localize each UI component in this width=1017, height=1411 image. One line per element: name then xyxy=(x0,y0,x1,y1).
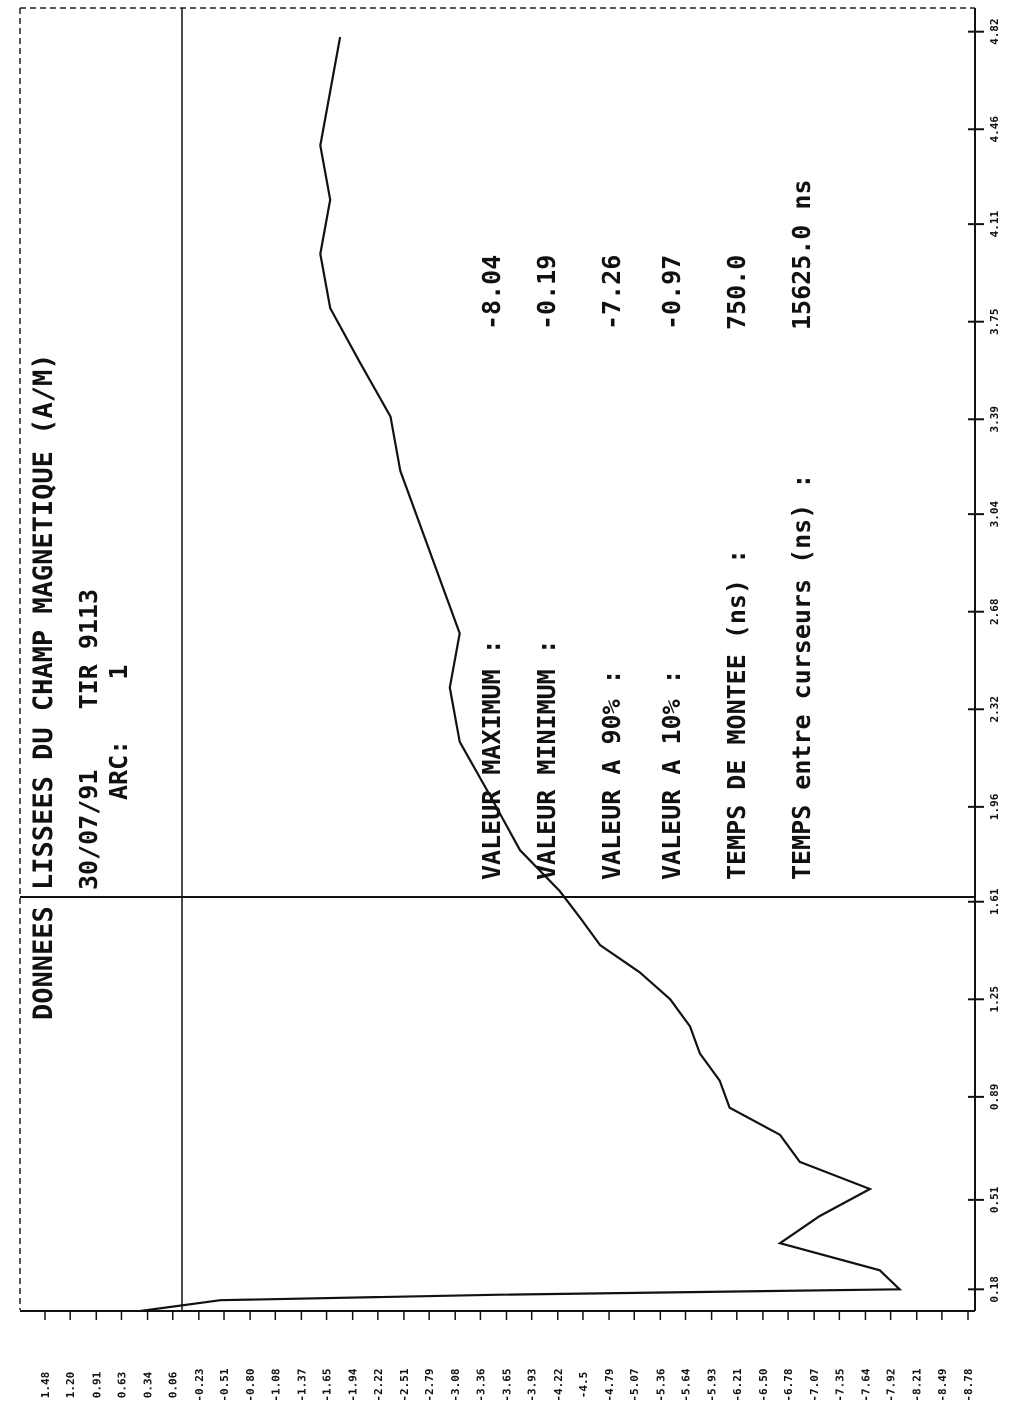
readout-label: VALEUR A 10% : xyxy=(657,669,686,880)
y-tick-label: 1.20 xyxy=(64,1372,77,1399)
y-tick-label: 0.34 xyxy=(142,1371,155,1398)
y-tick-label: -7.07 xyxy=(808,1368,821,1401)
y-tick-label: -3.93 xyxy=(526,1368,539,1401)
y-tick-label: -8.49 xyxy=(936,1368,949,1401)
y-tick-label: -5.36 xyxy=(654,1368,667,1401)
readout-label: TEMPS DE MONTEE (ns) : xyxy=(722,549,751,880)
y-tick-label: -1.37 xyxy=(295,1368,308,1401)
readout-value: -0.19 xyxy=(532,255,561,330)
x-tick-label: 2.32 xyxy=(988,696,1001,723)
x-tick-label: 4.46 xyxy=(988,116,1001,143)
readout-label: VALEUR MINIMUM : xyxy=(532,639,561,880)
y-tick-label: -5.07 xyxy=(628,1368,641,1401)
date-shot: 30/07/91 TIR 9113 xyxy=(74,589,103,890)
y-tick-label: 1.48 xyxy=(39,1372,52,1399)
y-tick-label: -2.79 xyxy=(423,1368,436,1401)
readout-label: VALEUR MAXIMUM : xyxy=(477,639,506,880)
x-tick-label: 4.82 xyxy=(988,18,1001,45)
arc: ARC: 1 xyxy=(104,665,133,800)
y-tick-label: -5.93 xyxy=(706,1368,719,1401)
x-tick-label: 1.96 xyxy=(988,793,1001,820)
y-tick-label: -2.51 xyxy=(398,1368,411,1401)
readout-label: TEMPS entre curseurs (ns) : xyxy=(787,474,816,880)
y-tick-label: -0.51 xyxy=(218,1368,231,1401)
x-tick-label: 0.18 xyxy=(988,1276,1001,1303)
y-tick-label: -4.22 xyxy=(552,1368,565,1401)
x-tick-label: 3.04 xyxy=(988,501,1001,528)
x-tick-label: 3.75 xyxy=(988,308,1001,335)
y-tick-label: -7.92 xyxy=(885,1368,898,1401)
x-tick-label: 0.51 xyxy=(988,1186,1001,1213)
y-tick-label: -8.21 xyxy=(911,1368,924,1401)
x-tick-label: 1.61 xyxy=(988,888,1001,915)
readout-value: 750.0 xyxy=(722,255,751,330)
y-tick-label: -1.94 xyxy=(347,1368,360,1401)
readout-value: -8.04 xyxy=(477,255,506,330)
readout-value: -7.26 xyxy=(597,255,626,330)
y-tick-label: -7.64 xyxy=(859,1368,872,1401)
x-tick-label: 2.68 xyxy=(988,598,1001,625)
chart-title: DONNEES LISSEES DU CHAMP MAGNETIQUE (A/M… xyxy=(28,354,59,1020)
y-tick-label: -4.5 xyxy=(577,1372,590,1399)
readout-value: -0.97 xyxy=(657,255,686,330)
y-tick-label: 0.63 xyxy=(115,1372,128,1399)
y-tick-label: -4.79 xyxy=(603,1368,616,1401)
y-tick-label: -0.23 xyxy=(193,1368,206,1401)
y-tick-label: -8.78 xyxy=(962,1368,975,1401)
y-tick-label: -1.08 xyxy=(269,1368,282,1401)
y-tick-label: -2.22 xyxy=(372,1368,385,1401)
y-tick-label: -5.64 xyxy=(680,1368,693,1401)
readout-value: 15625.0 ns xyxy=(787,179,816,330)
y-tick-label: -1.65 xyxy=(321,1368,334,1401)
signal-trace xyxy=(140,36,903,1313)
y-tick-label: 0.91 xyxy=(90,1371,103,1398)
y-tick-label: 0.06 xyxy=(167,1371,180,1398)
y-tick-label: -6.50 xyxy=(757,1368,770,1401)
y-tick-label: -3.65 xyxy=(501,1368,514,1401)
readout-label: VALEUR A 90% : xyxy=(597,669,626,880)
x-tick-label: 3.39 xyxy=(988,406,1001,433)
y-tick-label: -7.35 xyxy=(833,1368,846,1401)
y-tick-label: -0.80 xyxy=(244,1368,257,1401)
y-tick-label: -3.08 xyxy=(449,1368,462,1401)
x-tick-label: 4.11 xyxy=(988,211,1001,238)
y-tick-label: -3.36 xyxy=(474,1368,487,1401)
x-tick-label: 1.25 xyxy=(988,986,1001,1013)
y-tick-label: -6.78 xyxy=(782,1368,795,1401)
y-tick-label: -6.21 xyxy=(731,1368,744,1401)
x-tick-label: 0.89 xyxy=(988,1084,1001,1111)
